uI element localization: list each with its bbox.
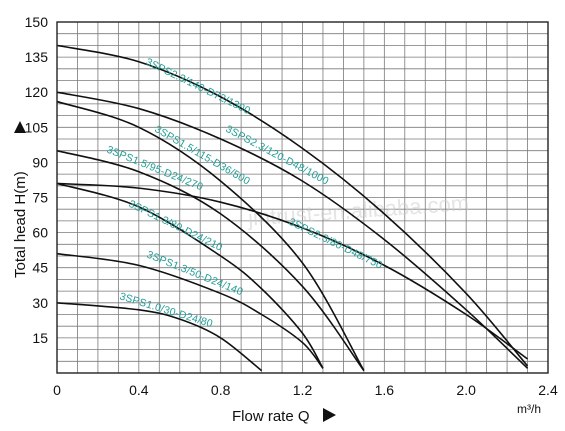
y-axis-arrow-icon (14, 121, 26, 133)
y-tick-label: 90 (32, 154, 48, 170)
series-line (56, 44, 529, 367)
series-label: 3SPS2.3/140-D72/1300 (144, 56, 253, 117)
y-tick-label: 105 (25, 119, 49, 135)
y-tick-label: 15 (32, 330, 48, 346)
y-tick-label: 120 (25, 84, 49, 100)
x-axis-unit: m³/h (517, 402, 541, 416)
y-tick-label: 150 (25, 14, 49, 30)
x-tick-labels: 0 0.4 0.8 1.2 1.6 2.0 2.4 (53, 382, 558, 398)
x-axis-arrow-icon (323, 408, 336, 422)
curves (56, 44, 529, 372)
y-tick-label: 135 (25, 49, 49, 65)
y-tick-label: 60 (32, 225, 48, 241)
series-line (56, 182, 529, 360)
watermark: jintrust-en.alibaba.com (246, 190, 470, 230)
y-tick-label: 75 (32, 190, 48, 206)
x-tick-label: 0.8 (211, 382, 231, 398)
series-line (56, 91, 529, 369)
y-tick-labels: 15 30 45 60 75 90 105 120 135 150 (25, 14, 49, 346)
x-tick-label: 2.0 (456, 382, 476, 398)
series-line (56, 149, 365, 372)
x-tick-label: 2.4 (538, 382, 558, 398)
x-tick-label: 0 (53, 382, 61, 398)
series-line (56, 100, 365, 372)
series-label: 3SPS1.0/30-D24/80 (118, 290, 214, 330)
series-line (56, 182, 324, 369)
x-tick-label: 1.2 (293, 382, 313, 398)
y-axis-label: Total head H(m) (12, 171, 29, 278)
x-tick-label: 0.4 (129, 382, 149, 398)
series-line (56, 252, 324, 369)
x-tick-label: 1.6 (375, 382, 395, 398)
curve-labels: 3SPS2.3/140-D72/13003SPS2.3/120-D48/1000… (105, 56, 385, 330)
grid (56, 21, 549, 374)
y-tick-label: 30 (32, 295, 48, 311)
x-axis-label: Flow rate Q (232, 408, 310, 425)
y-tick-label: 45 (32, 260, 48, 276)
plot-frame (56, 21, 549, 374)
axes (56, 21, 549, 374)
series-line (56, 302, 263, 372)
